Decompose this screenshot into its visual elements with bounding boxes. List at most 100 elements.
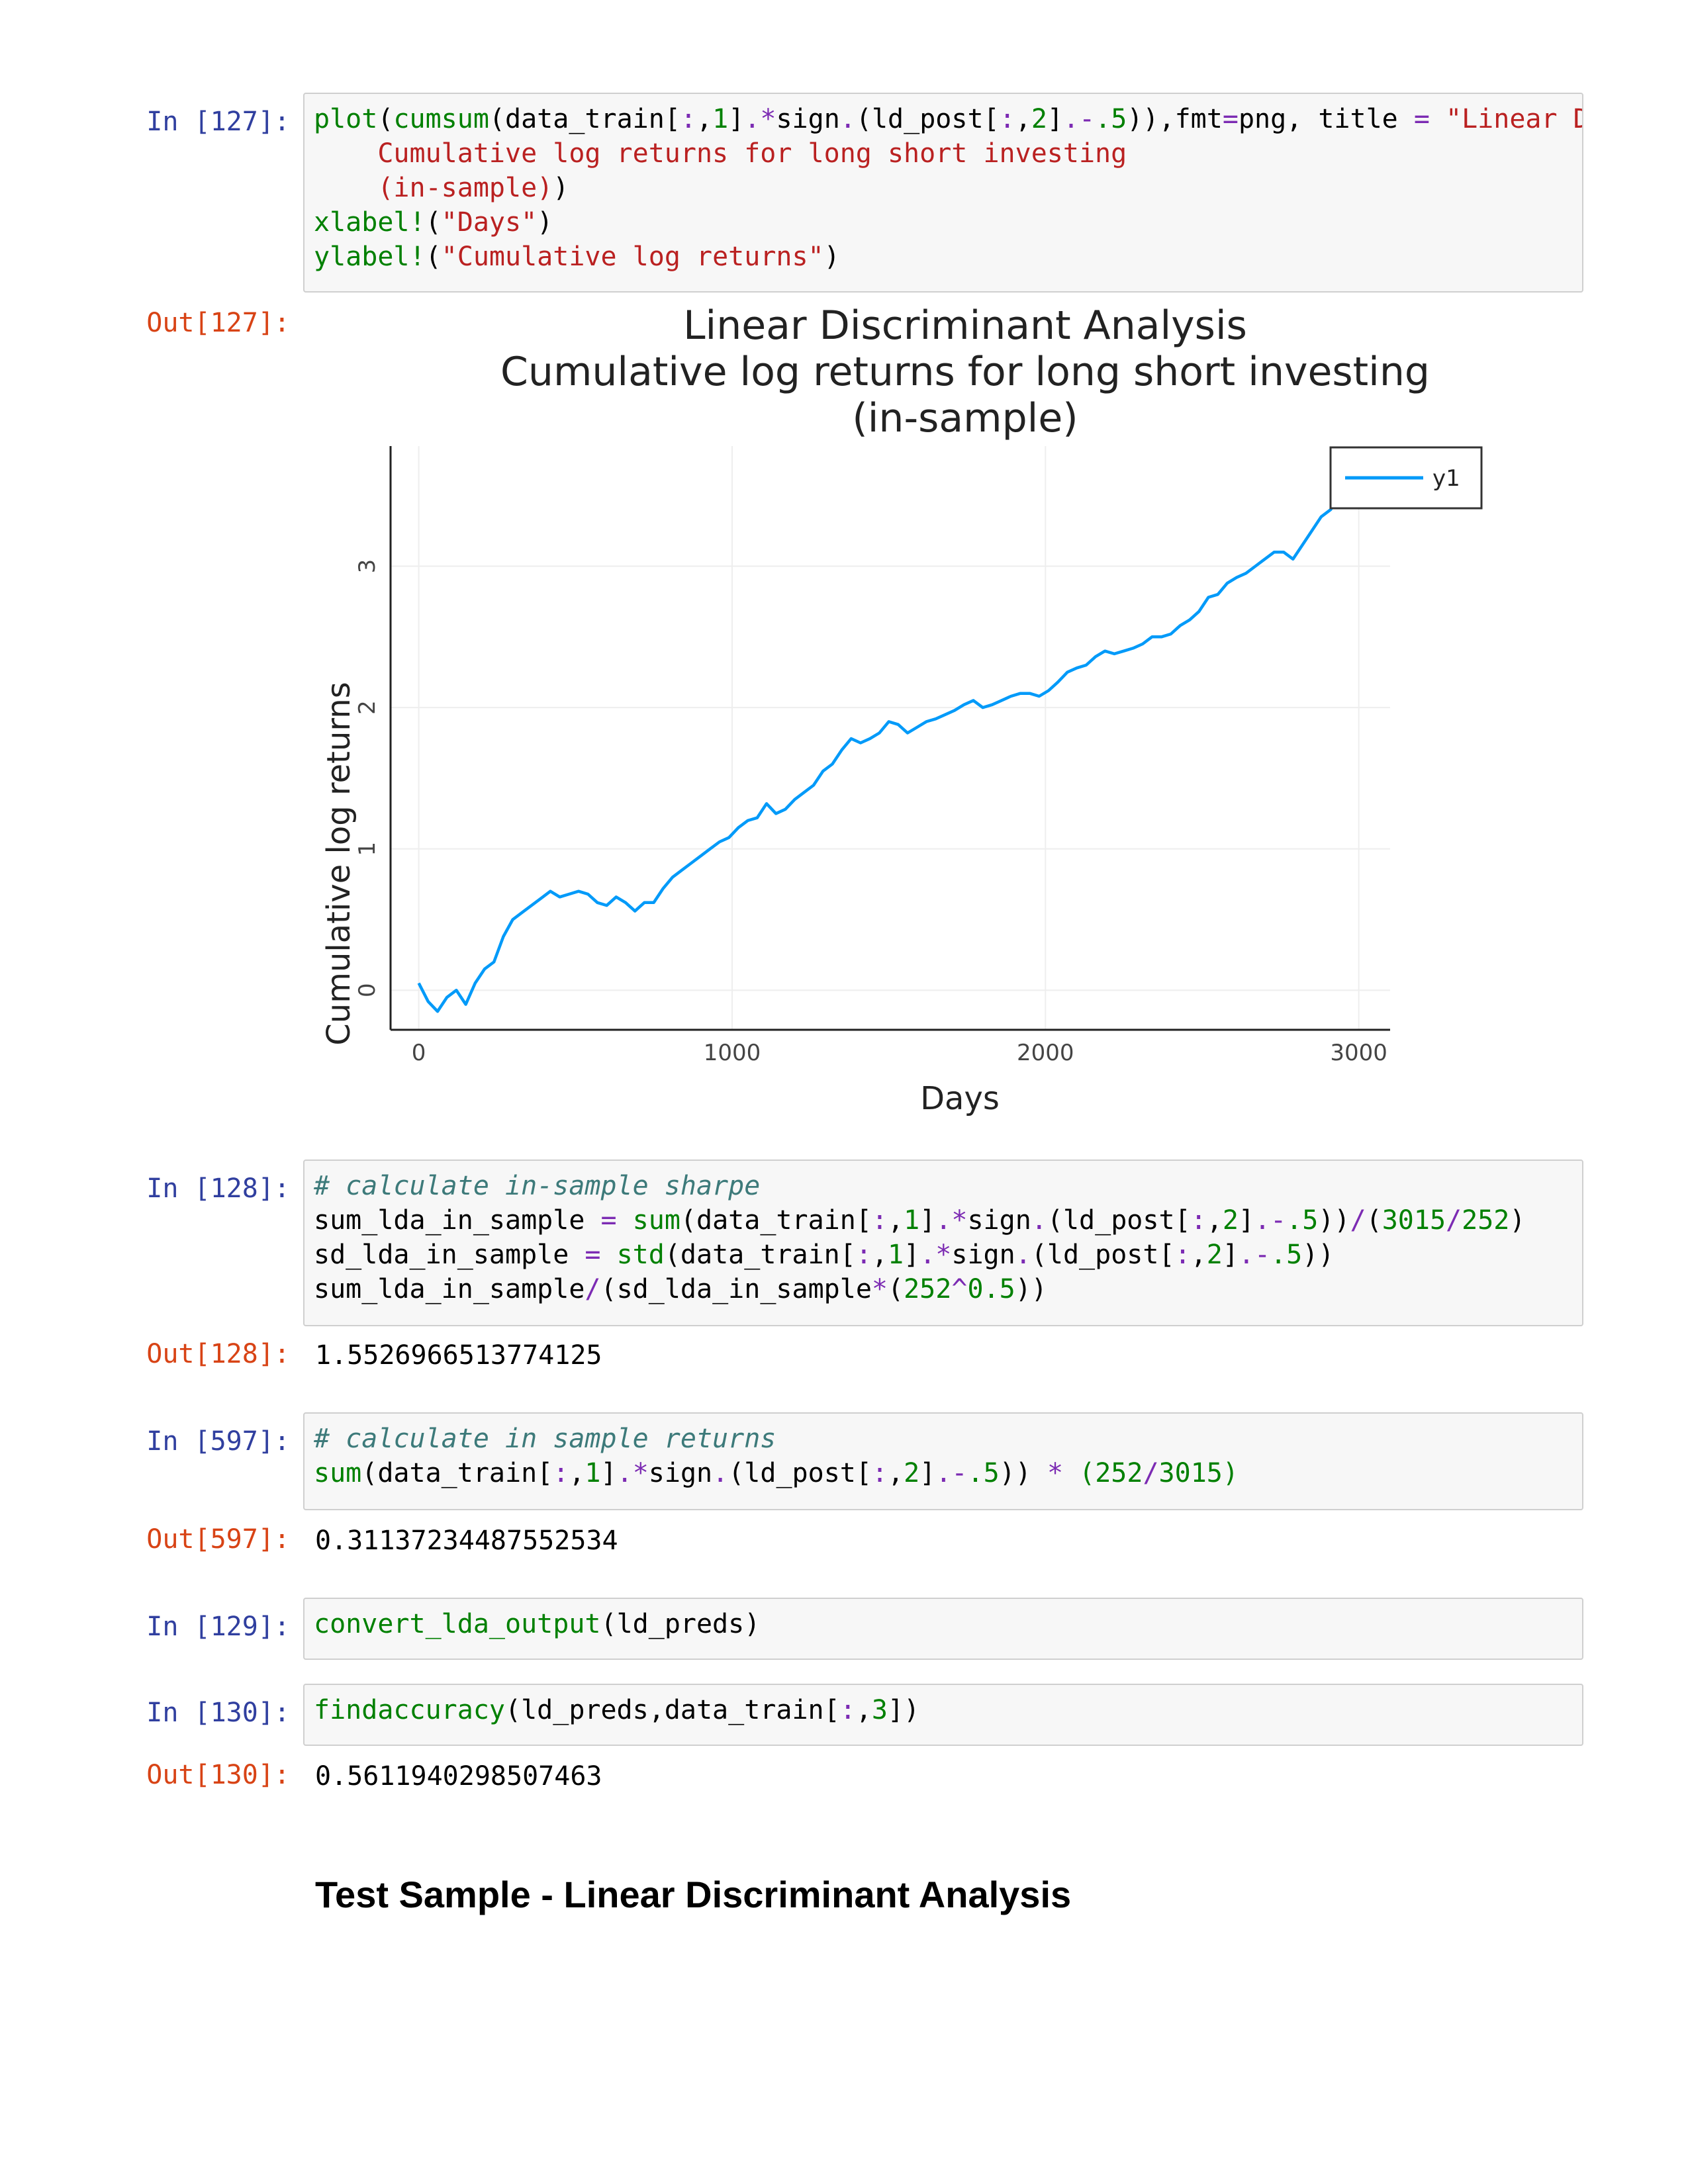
code-token: ]	[1047, 104, 1063, 134]
code-token: # calculate in-sample sharpe	[314, 1171, 761, 1201]
code-token: (	[425, 207, 442, 238]
output-value: 0.5611940298507463	[315, 1761, 602, 1792]
code-token: ,	[888, 1205, 904, 1236]
code-token: :	[1190, 1205, 1207, 1236]
code-token: ,	[871, 1240, 888, 1270]
code-token: (ld_post[	[728, 1458, 872, 1488]
tick-labels: 0 1000 2000 3000 0 1 2 3	[354, 559, 1387, 1066]
code-block[interactable]: convert_lda_output(ld_preds)	[314, 1607, 760, 1641]
code-token: =	[1222, 104, 1239, 134]
code-token: ]	[600, 1458, 617, 1488]
code-token: 1	[712, 104, 729, 134]
grid-lines	[391, 446, 1390, 1030]
code-token: .	[1031, 1205, 1047, 1236]
code-token: (data_train[	[489, 104, 680, 134]
code-cell[interactable]: plot(cumsum(data_train[:,1].*sign.(ld_po…	[303, 93, 1583, 293]
code-token: :	[855, 1240, 872, 1270]
code-token: 3015	[1382, 1205, 1446, 1236]
code-token: .5	[1095, 104, 1127, 134]
output-prompt: Out[597]:	[146, 1524, 290, 1555]
code-token: 252	[904, 1274, 952, 1304]
code-cell[interactable]: # calculate in sample returns sum(data_tr…	[303, 1412, 1583, 1510]
chart-title: Linear Discriminant Analysis Cumulative …	[500, 302, 1430, 441]
code-token: .-	[935, 1458, 968, 1488]
code-line: # calculate in-sample sharpe	[314, 1169, 1525, 1203]
code-token: 252	[1462, 1205, 1510, 1236]
code-token: sum	[314, 1458, 362, 1488]
section-heading: Test Sample - Linear Discriminant Analys…	[315, 1874, 1072, 1915]
code-token: (	[425, 242, 442, 272]
code-token: plot	[314, 104, 378, 134]
code-token: ))	[1127, 104, 1159, 134]
code-token: ylabel!	[314, 242, 426, 272]
code-token: (	[888, 1274, 904, 1304]
code-token: ))	[1015, 1274, 1047, 1304]
code-token: /	[1350, 1205, 1366, 1236]
axes	[389, 446, 1390, 1031]
code-line: sum(data_train[:,1].*sign.(ld_post[:,2].…	[314, 1456, 1239, 1490]
code-token: )	[537, 207, 553, 238]
code-token: ])	[888, 1695, 920, 1725]
code-line: xlabel!("Days")	[314, 205, 1582, 240]
code-token: sum	[632, 1205, 680, 1236]
chart-title-line-1: Linear Discriminant Analysis	[683, 302, 1247, 349]
code-cell[interactable]: convert_lda_output(ld_preds)	[303, 1598, 1583, 1660]
code-token: =	[1413, 104, 1430, 134]
code-token: )	[553, 173, 569, 203]
code-token: ,	[696, 104, 713, 134]
code-token: 0.5	[967, 1274, 1015, 1304]
code-token: 1	[888, 1240, 904, 1270]
y-tick-label: 2	[354, 700, 381, 715]
code-token: 3	[871, 1695, 888, 1725]
code-token: findaccuracy	[314, 1695, 505, 1725]
code-cell[interactable]: findaccuracy(ld_preds,data_train[:,3])	[303, 1684, 1583, 1746]
code-token: .*	[744, 104, 776, 134]
code-token: *	[871, 1274, 888, 1304]
code-token: ]	[1238, 1205, 1254, 1236]
code-token: .5	[1270, 1240, 1303, 1270]
code-token: sd_lda_in_sample	[314, 1240, 585, 1270]
x-tick-label: 1000	[704, 1040, 761, 1066]
code-token: :	[680, 104, 696, 134]
chart-title-line-3: (in-sample)	[852, 395, 1078, 441]
code-cell[interactable]: # calculate in-sample sharpe sum_lda_in_s…	[303, 1160, 1583, 1326]
code-token: (ld_preds,data_train[	[504, 1695, 840, 1725]
code-token: sum_lda_in_sample	[314, 1274, 585, 1304]
code-block[interactable]: findaccuracy(ld_preds,data_train[:,3])	[314, 1693, 919, 1727]
code-token: 2	[904, 1458, 920, 1488]
input-prompt: In [597]:	[146, 1426, 290, 1457]
code-token: std	[616, 1240, 665, 1270]
output-value: 1.5526966513774125	[315, 1340, 602, 1371]
code-token: :	[871, 1205, 888, 1236]
code-block[interactable]: # calculate in-sample sharpe sum_lda_in_s…	[314, 1169, 1525, 1306]
code-line: sum_lda_in_sample/(sd_lda_in_sample*(252…	[314, 1272, 1525, 1306]
code-token	[1063, 1458, 1079, 1488]
legend: y1	[1329, 446, 1483, 510]
code-token: (in-sample)	[314, 173, 553, 203]
input-prompt: In [129]:	[146, 1612, 290, 1642]
code-token: .	[839, 104, 856, 134]
x-axis-label: Days	[920, 1080, 1000, 1117]
code-token: "Linear Di	[1446, 104, 1582, 134]
code-token	[617, 1205, 633, 1236]
code-token: (data_train[	[361, 1458, 553, 1488]
code-line: findaccuracy(ld_preds,data_train[:,3])	[314, 1693, 919, 1727]
x-tick-label: 3000	[1330, 1040, 1387, 1066]
code-token: ,	[888, 1458, 904, 1488]
code-token: .5	[967, 1458, 1000, 1488]
code-block[interactable]: # calculate in sample returns sum(data_tr…	[314, 1422, 1239, 1490]
code-token: ]	[1222, 1240, 1239, 1270]
code-token: ,	[1015, 104, 1031, 134]
legend-label: y1	[1432, 465, 1460, 492]
code-token: /	[1446, 1205, 1462, 1236]
code-token: /	[1143, 1458, 1159, 1488]
code-token: (ld_preds)	[600, 1609, 761, 1639]
code-token: convert_lda_output	[314, 1609, 601, 1639]
y-tick-label: 1	[354, 842, 381, 856]
code-block[interactable]: plot(cumsum(data_train[:,1].*sign.(ld_po…	[314, 102, 1582, 274]
code-token: .-	[1063, 104, 1096, 134]
code-token: ,	[1206, 1205, 1223, 1236]
code-line: sum_lda_in_sample = sum(data_train[:,1].…	[314, 1203, 1525, 1238]
code-token: png, title	[1238, 104, 1414, 134]
code-token: sum_lda_in_sample	[314, 1205, 601, 1236]
